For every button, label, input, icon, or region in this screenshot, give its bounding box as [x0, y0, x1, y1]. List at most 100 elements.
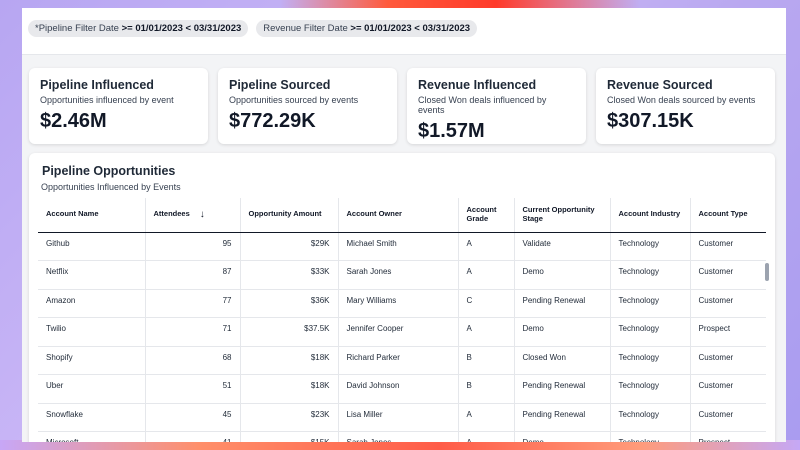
kpi-card-value: $772.29K	[229, 110, 316, 132]
revenue-filter-value: >= 01/01/2023 < 03/31/2023	[350, 23, 471, 34]
pipeline-filter-value: >= 01/01/2023 < 03/31/2023	[121, 23, 242, 34]
table-scrollbar[interactable]	[765, 263, 769, 281]
kpi-card-value: $307.15K	[607, 110, 694, 132]
cell-account-name: Snowflake	[38, 403, 146, 432]
column-header-label: Current Opportunity Stage	[522, 205, 595, 223]
cell-account-owner: Lisa Miller	[338, 403, 459, 432]
opportunities-table: Account Name Attendees ↓ Opportunity Amou…	[38, 198, 766, 442]
cell-opportunity-stage: Pending Renewal	[514, 289, 611, 318]
cell-account-grade: A	[458, 232, 515, 261]
cell-account-name: Uber	[38, 374, 146, 404]
cell-account-grade: B	[458, 374, 515, 404]
kpi-card-title: Pipeline Influenced	[40, 78, 154, 92]
cell-attendees: 45	[145, 403, 241, 432]
decorative-glow-top	[280, 0, 640, 10]
cell-opportunity-stage: Demo	[514, 317, 611, 347]
cell-account-owner: Sarah Jones	[338, 431, 459, 442]
cell-account-grade: A	[458, 403, 515, 432]
table-row[interactable]: Uber 51 $18K David Johnson B Pending Ren…	[38, 374, 766, 404]
kpi-card-title: Revenue Influenced	[418, 78, 537, 92]
table-row[interactable]: Twilio 71 $37.5K Jennifer Cooper A Demo …	[38, 317, 766, 347]
cell-account-grade: A	[458, 260, 515, 290]
cell-opportunity-amount: $23K	[240, 403, 339, 432]
kpi-card-subtitle: Opportunities sourced by events	[229, 95, 359, 105]
column-header-account-name[interactable]: Account Name	[38, 198, 146, 233]
cell-account-owner: David Johnson	[338, 374, 459, 404]
cell-account-industry: Technology	[610, 403, 691, 432]
table-row[interactable]: Snowflake 45 $23K Lisa Miller A Pending …	[38, 403, 766, 432]
pipeline-filter-label: *Pipeline Filter Date	[35, 23, 119, 34]
table-row[interactable]: Microsoft 41 $15K Sarah Jones A Demo Tec…	[38, 431, 766, 442]
cell-account-type: Customer	[690, 403, 766, 432]
arrow-down-icon[interactable]: ↓	[199, 209, 205, 220]
column-header-attendees[interactable]: Attendees ↓	[145, 198, 241, 233]
cell-account-grade: C	[458, 289, 515, 318]
pipeline-opportunities-panel: Pipeline Opportunities Opportunities Inf…	[29, 153, 775, 442]
column-header-opportunity-stage[interactable]: Current Opportunity Stage	[514, 198, 611, 233]
kpi-card-subtitle: Closed Won deals sourced by events	[607, 95, 756, 105]
cell-opportunity-stage: Demo	[514, 431, 611, 442]
kpi-card-title: Pipeline Sourced	[229, 78, 331, 92]
cell-attendees: 71	[145, 317, 241, 347]
cell-attendees: 51	[145, 374, 241, 404]
cell-opportunity-stage: Pending Renewal	[514, 374, 611, 404]
table-row[interactable]: Github 95 $29K Michael Smith A Validate …	[38, 232, 766, 261]
cell-account-type: Prospect	[690, 431, 766, 442]
kpi-card-subtitle: Opportunities influenced by event	[40, 95, 174, 105]
kpi-card-pipeline-influenced: Pipeline Influenced Opportunities influe…	[29, 68, 208, 144]
cell-opportunity-stage: Validate	[514, 232, 611, 261]
cell-attendees: 95	[145, 232, 241, 261]
revenue-filter-pill[interactable]: Revenue Filter Date >= 01/01/2023 < 03/3…	[256, 20, 478, 37]
cell-account-type: Customer	[690, 346, 766, 375]
cell-account-industry: Technology	[610, 374, 691, 404]
cell-opportunity-amount: $29K	[240, 232, 339, 261]
column-header-account-type[interactable]: Account Type	[690, 198, 766, 233]
column-header-account-industry[interactable]: Account Industry	[610, 198, 691, 233]
cell-attendees: 41	[145, 431, 241, 442]
cell-account-grade: A	[458, 431, 515, 442]
cell-attendees: 77	[145, 289, 241, 318]
cell-account-industry: Technology	[610, 346, 691, 375]
pipeline-filter-pill[interactable]: *Pipeline Filter Date >= 01/01/2023 < 03…	[28, 20, 249, 37]
cell-opportunity-amount: $18K	[240, 346, 339, 375]
kpi-card-value: $1.57M	[418, 120, 485, 142]
table-row[interactable]: Shopify 68 $18K Richard Parker B Closed …	[38, 346, 766, 375]
panel-title: Pipeline Opportunities	[42, 164, 176, 178]
kpi-card-value: $2.46M	[40, 110, 107, 132]
table-row[interactable]: Netflix 87 $33K Sarah Jones A Demo Techn…	[38, 260, 766, 290]
panel-subtitle: Opportunities Influenced by Events	[41, 182, 181, 192]
cell-opportunity-stage: Pending Renewal	[514, 403, 611, 432]
table-header-row: Account Name Attendees ↓ Opportunity Amou…	[38, 198, 766, 233]
column-header-label: Account Type	[698, 209, 748, 219]
cell-opportunity-amount: $18K	[240, 374, 339, 404]
cell-account-owner: Richard Parker	[338, 346, 459, 375]
column-header-account-grade[interactable]: Account Grade	[458, 198, 515, 233]
cell-account-type: Customer	[690, 260, 766, 290]
cell-account-industry: Technology	[610, 317, 691, 347]
cell-opportunity-amount: $36K	[240, 289, 339, 318]
column-header-account-owner[interactable]: Account Owner	[338, 198, 459, 233]
kpi-card-pipeline-sourced: Pipeline Sourced Opportunities sourced b…	[218, 68, 397, 144]
cell-account-type: Customer	[690, 374, 766, 404]
cell-account-type: Customer	[690, 289, 766, 318]
kpi-card-revenue-influenced: Revenue Influenced Closed Won deals infl…	[407, 68, 586, 144]
cell-opportunity-stage: Closed Won	[514, 346, 611, 375]
column-header-label: Account Owner	[346, 209, 402, 219]
column-header-label: Opportunity Amount	[248, 209, 322, 219]
cell-attendees: 87	[145, 260, 241, 290]
cell-account-grade: A	[458, 317, 515, 347]
cell-opportunity-amount: $37.5K	[240, 317, 339, 347]
revenue-filter-label: Revenue Filter Date	[263, 23, 348, 34]
cell-opportunity-stage: Demo	[514, 260, 611, 290]
cell-account-name: Amazon	[38, 289, 146, 318]
dashboard-window: *Pipeline Filter Date >= 01/01/2023 < 03…	[22, 8, 786, 442]
filter-bar: *Pipeline Filter Date >= 01/01/2023 < 03…	[22, 8, 786, 55]
column-header-label: Account Name	[46, 209, 99, 219]
cell-account-name: Shopify	[38, 346, 146, 375]
kpi-card-subtitle: Closed Won deals influenced by events	[418, 95, 547, 115]
column-header-opportunity-amount[interactable]: Opportunity Amount	[240, 198, 339, 233]
table-row[interactable]: Amazon 77 $36K Mary Williams C Pending R…	[38, 289, 766, 318]
cell-account-industry: Technology	[610, 431, 691, 442]
cell-account-name: Github	[38, 232, 146, 261]
cell-account-grade: B	[458, 346, 515, 375]
